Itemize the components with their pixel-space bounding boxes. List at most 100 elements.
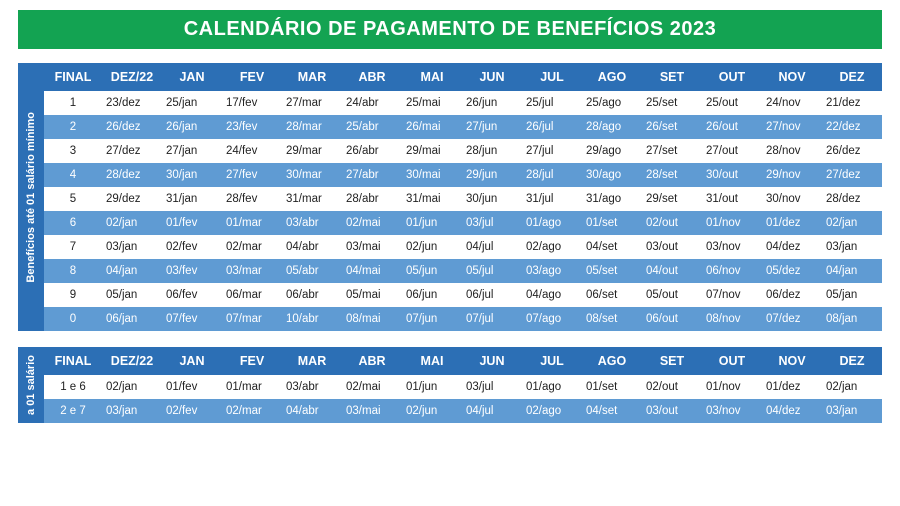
date-cell: 26/abr <box>342 139 402 163</box>
date-cell: 04/jul <box>462 235 522 259</box>
final-cell: 9 <box>44 283 102 307</box>
date-cell: 27/out <box>702 139 762 163</box>
date-cell: 04/out <box>642 259 702 283</box>
date-cell: 01/fev <box>162 211 222 235</box>
date-cell: 07/jun <box>402 307 462 331</box>
table-row: 226/dez26/jan23/fev28/mar25/abr26/mai27/… <box>44 115 882 139</box>
date-cell: 01/dez <box>762 375 822 399</box>
date-cell: 29/mai <box>402 139 462 163</box>
date-cell: 06/mar <box>222 283 282 307</box>
date-cell: 24/nov <box>762 91 822 115</box>
date-cell: 27/jan <box>162 139 222 163</box>
date-cell: 03/fev <box>162 259 222 283</box>
date-cell: 07/dez <box>762 307 822 331</box>
date-cell: 03/mai <box>342 235 402 259</box>
date-cell: 30/jun <box>462 187 522 211</box>
date-cell: 04/abr <box>282 235 342 259</box>
col-header: MAI <box>402 347 462 375</box>
date-cell: 05/mai <box>342 283 402 307</box>
date-cell: 08/set <box>582 307 642 331</box>
date-cell: 02/out <box>642 375 702 399</box>
col-header: JAN <box>162 347 222 375</box>
date-cell: 06/set <box>582 283 642 307</box>
date-cell: 28/mar <box>282 115 342 139</box>
date-cell: 07/jul <box>462 307 522 331</box>
date-cell: 01/set <box>582 211 642 235</box>
date-cell: 30/nov <box>762 187 822 211</box>
final-cell: 8 <box>44 259 102 283</box>
date-cell: 08/nov <box>702 307 762 331</box>
sidebar-1: Benefícios até 01 salário mínimo <box>18 63 44 331</box>
col-header: JAN <box>162 63 222 91</box>
date-cell: 04/jul <box>462 399 522 423</box>
col-header: ABR <box>342 63 402 91</box>
date-cell: 05/jan <box>102 283 162 307</box>
date-cell: 26/dez <box>822 139 882 163</box>
date-cell: 04/mai <box>342 259 402 283</box>
date-cell: 05/jun <box>402 259 462 283</box>
final-cell: 2 e 7 <box>44 399 102 423</box>
date-cell: 04/ago <box>522 283 582 307</box>
col-header: FEV <box>222 347 282 375</box>
date-cell: 03/abr <box>282 375 342 399</box>
date-cell: 05/abr <box>282 259 342 283</box>
date-cell: 27/jul <box>522 139 582 163</box>
col-header: JUL <box>522 347 582 375</box>
date-cell: 02/mai <box>342 375 402 399</box>
date-cell: 26/jun <box>462 91 522 115</box>
date-cell: 02/fev <box>162 399 222 423</box>
date-cell: 03/abr <box>282 211 342 235</box>
payment-table-2: FINALDEZ/22JANFEVMARABRMAIJUNJULAGOSETOU… <box>44 347 882 423</box>
date-cell: 25/jul <box>522 91 582 115</box>
date-cell: 17/fev <box>222 91 282 115</box>
col-header: DEZ <box>822 63 882 91</box>
date-cell: 31/mar <box>282 187 342 211</box>
page-title: CALENDÁRIO DE PAGAMENTO DE BENEFÍCIOS 20… <box>18 10 882 49</box>
date-cell: 27/mar <box>282 91 342 115</box>
date-cell: 23/fev <box>222 115 282 139</box>
sidebar-2: a 01 salário <box>18 347 44 423</box>
date-cell: 07/ago <box>522 307 582 331</box>
date-cell: 03/nov <box>702 235 762 259</box>
col-header: NOV <box>762 347 822 375</box>
date-cell: 25/abr <box>342 115 402 139</box>
date-cell: 02/jan <box>102 211 162 235</box>
date-cell: 27/abr <box>342 163 402 187</box>
table-row: 529/dez31/jan28/fev31/mar28/abr31/mai30/… <box>44 187 882 211</box>
date-cell: 02/ago <box>522 235 582 259</box>
col-header: ABR <box>342 347 402 375</box>
table-row: 703/jan02/fev02/mar04/abr03/mai02/jun04/… <box>44 235 882 259</box>
date-cell: 01/fev <box>162 375 222 399</box>
col-header: JUL <box>522 63 582 91</box>
date-cell: 04/set <box>582 235 642 259</box>
date-cell: 27/set <box>642 139 702 163</box>
date-cell: 05/out <box>642 283 702 307</box>
date-cell: 03/out <box>642 399 702 423</box>
col-header: MAR <box>282 63 342 91</box>
date-cell: 27/dez <box>102 139 162 163</box>
date-cell: 26/jan <box>162 115 222 139</box>
col-header: SET <box>642 63 702 91</box>
date-cell: 10/abr <box>282 307 342 331</box>
date-cell: 06/fev <box>162 283 222 307</box>
col-header: JUN <box>462 347 522 375</box>
col-header: FINAL <box>44 347 102 375</box>
date-cell: 31/mai <box>402 187 462 211</box>
table-row: 123/dez25/jan17/fev27/mar24/abr25/mai26/… <box>44 91 882 115</box>
date-cell: 03/jan <box>822 235 882 259</box>
date-cell: 29/mar <box>282 139 342 163</box>
col-header: DEZ/22 <box>102 63 162 91</box>
date-cell: 29/set <box>642 187 702 211</box>
date-cell: 30/mar <box>282 163 342 187</box>
payment-table-1: FINALDEZ/22JANFEVMARABRMAIJUNJULAGOSETOU… <box>44 63 882 331</box>
date-cell: 04/dez <box>762 399 822 423</box>
date-cell: 31/out <box>702 187 762 211</box>
date-cell: 03/mar <box>222 259 282 283</box>
date-cell: 25/ago <box>582 91 642 115</box>
date-cell: 03/mai <box>342 399 402 423</box>
table-row: 905/jan06/fev06/mar06/abr05/mai06/jun06/… <box>44 283 882 307</box>
sidebar-label-1: Benefícios até 01 salário mínimo <box>25 112 37 283</box>
col-header: NOV <box>762 63 822 91</box>
date-cell: 03/nov <box>702 399 762 423</box>
date-cell: 03/jan <box>822 399 882 423</box>
